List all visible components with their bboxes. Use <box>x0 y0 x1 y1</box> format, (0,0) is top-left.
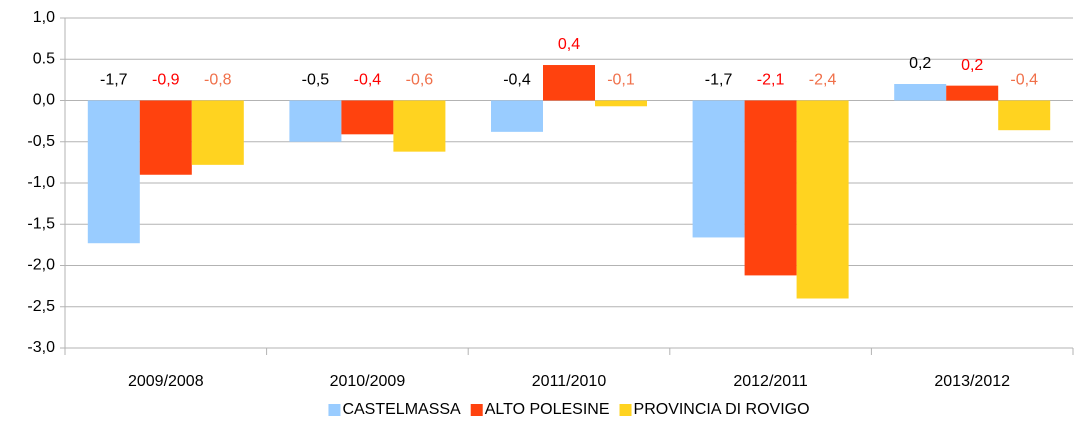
value-label: -2,4 <box>809 72 837 89</box>
legend-swatch <box>328 404 341 416</box>
value-label: 0,2 <box>909 55 931 72</box>
legend-label: ALTO POLESINE <box>485 401 610 418</box>
value-label: -0,5 <box>302 72 330 89</box>
bar <box>393 100 446 152</box>
bar <box>692 100 745 238</box>
legend-swatch <box>619 404 632 416</box>
x-tick-label: 2013/2012 <box>934 373 1010 390</box>
value-label: -0,4 <box>503 72 531 89</box>
bar <box>341 100 394 135</box>
y-tick-label: -3,0 <box>27 339 55 356</box>
x-tick-label: 2012/2011 <box>733 373 808 390</box>
y-tick-label: -1,5 <box>27 215 55 232</box>
y-tick-label: -2,0 <box>27 257 55 274</box>
bar <box>139 100 192 175</box>
y-tick-label: -1,0 <box>27 174 55 191</box>
y-tick-label: 1,0 <box>33 9 55 26</box>
value-label: -0,6 <box>406 72 434 89</box>
y-tick-label: -2,5 <box>27 298 55 315</box>
bar <box>998 100 1051 131</box>
y-tick-label: 0.5 <box>33 50 55 67</box>
value-label: -0,4 <box>1010 72 1038 89</box>
legend-label: PROVINCIA DI ROVIGO <box>634 401 810 418</box>
y-tick-label: 0,0 <box>33 92 55 109</box>
legend-swatch <box>470 404 483 416</box>
bar <box>894 84 947 101</box>
bar <box>595 100 647 107</box>
value-label: -0,1 <box>607 72 635 89</box>
bar <box>543 65 595 101</box>
value-label: -1,7 <box>100 72 128 89</box>
value-label: -1,7 <box>705 72 733 89</box>
y-tick-label: -0,5 <box>27 133 55 150</box>
bar <box>491 100 543 132</box>
value-label: -0,9 <box>152 72 180 89</box>
bar <box>796 100 849 299</box>
x-tick-label: 2009/2008 <box>128 373 204 390</box>
value-label: -0,8 <box>204 72 232 89</box>
bar <box>87 100 140 244</box>
value-label: -0,4 <box>354 72 382 89</box>
bar <box>744 100 797 276</box>
value-label: 0,2 <box>961 57 983 74</box>
bar <box>289 100 342 142</box>
x-tick-label: 2011/2010 <box>532 373 607 390</box>
legend-label: CASTELMASSA <box>342 401 461 418</box>
x-tick-label: 2010/2009 <box>330 373 406 390</box>
bar <box>191 100 244 165</box>
value-label: -2,1 <box>757 72 785 89</box>
bar <box>946 85 999 101</box>
value-label: 0,4 <box>558 36 580 53</box>
